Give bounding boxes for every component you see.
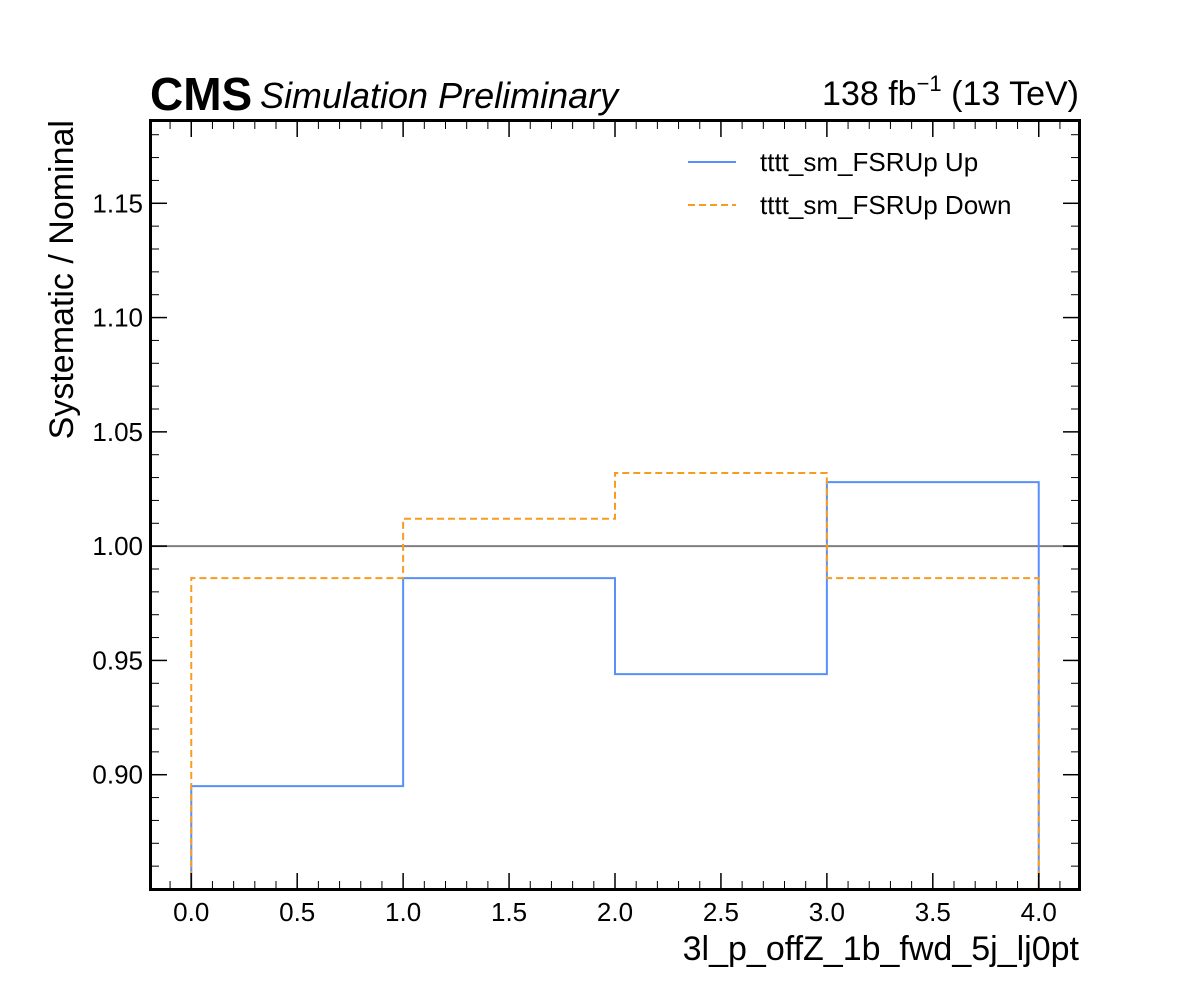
x-tick-label: 0.5	[279, 897, 315, 927]
y-tick-label: 0.95	[92, 645, 143, 675]
status-label: Simulation Preliminary	[260, 75, 620, 116]
plot-frame	[149, 119, 1081, 891]
x-tick-label: 2.0	[597, 897, 633, 927]
series-0-step-line	[190, 481, 1040, 889]
y-tick-label: 1.10	[92, 303, 143, 333]
y-axis-title: Systematic / Nominal	[43, 120, 81, 439]
x-tick-label: 1.5	[491, 897, 527, 927]
experiment-label: CMS	[150, 68, 252, 120]
y-tick-label: 1.15	[92, 188, 143, 218]
legend-label-up: tttt_sm_FSRUp Up	[760, 147, 978, 177]
legend: tttt_sm_FSRUp Up tttt_sm_FSRUp Down	[688, 147, 1011, 220]
y-tick-label: 0.90	[92, 760, 143, 790]
x-tick-label: 0.0	[173, 897, 209, 927]
x-tick-label: 1.0	[385, 897, 421, 927]
legend-label-down: tttt_sm_FSRUp Down	[760, 190, 1011, 220]
y-tick-label: 1.00	[92, 531, 143, 561]
lumi-label: 138 fb−1 (13 TeV)	[822, 71, 1079, 113]
x-axis-title: 3l_p_offZ_1b_fwd_5j_lj0pt	[683, 930, 1080, 968]
x-tick-label: 3.5	[915, 897, 951, 927]
x-tick-label: 2.5	[703, 897, 739, 927]
y-tick-label: 1.05	[92, 417, 143, 447]
lumi-exponent: −1	[917, 71, 942, 96]
x-tick-label: 4.0	[1021, 897, 1057, 927]
series-1-step-line	[190, 472, 1040, 889]
lumi-energy: (13 TeV)	[942, 75, 1079, 113]
lumi-value: 138 fb	[822, 75, 917, 113]
x-tick-label: 3.0	[809, 897, 845, 927]
